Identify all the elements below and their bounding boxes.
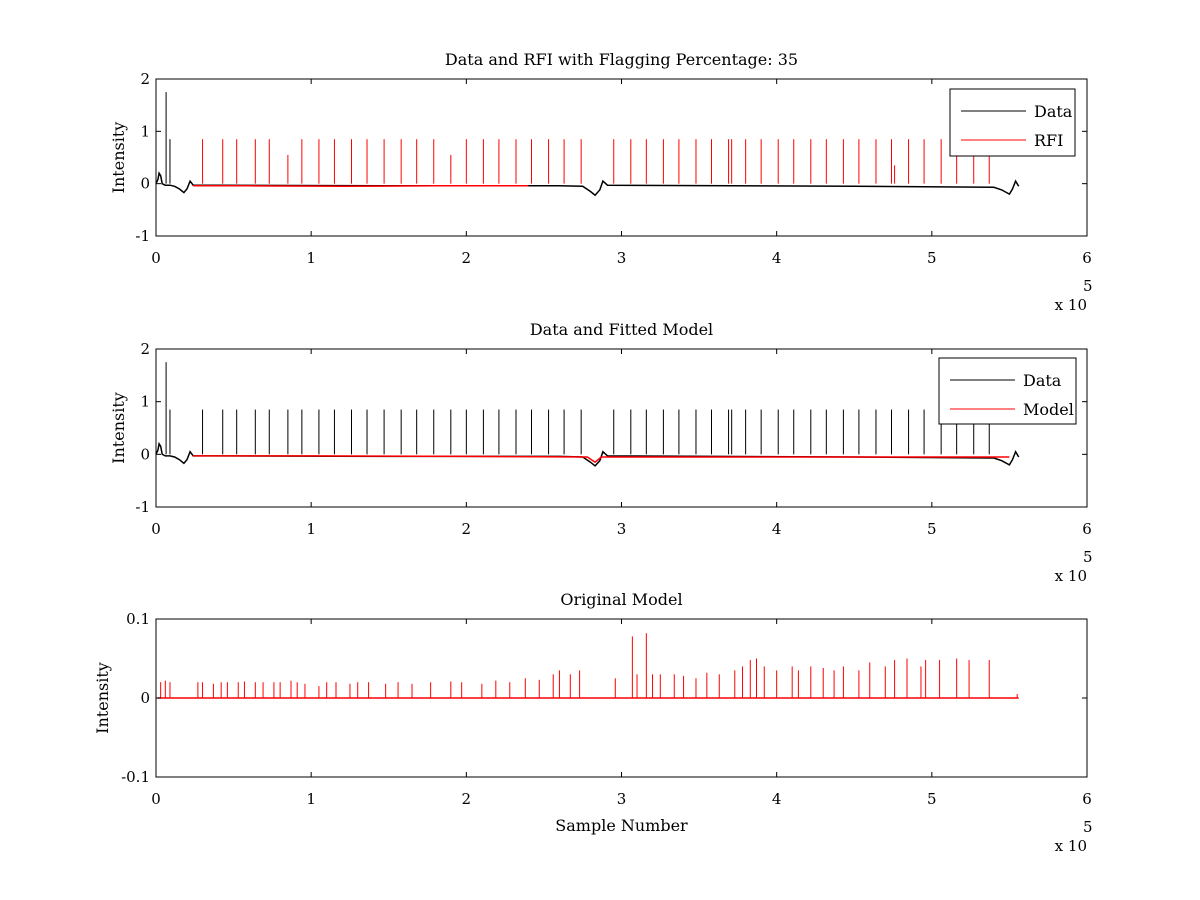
x-tick-label: 1: [306, 790, 316, 808]
y-tick-label: 0: [140, 445, 150, 463]
x-tick-label: 6: [1082, 249, 1092, 267]
y-tick-label: 2: [140, 340, 150, 358]
y-tick-label: -1: [135, 227, 150, 245]
series-model-line: [157, 633, 1019, 699]
y-tick-label: 2: [140, 70, 150, 88]
legend-entry: Data: [1023, 371, 1062, 390]
x-tick-label: 0: [151, 249, 161, 267]
x-tick-label: 3: [617, 520, 627, 538]
x-tick-label: 6: [1082, 520, 1092, 538]
legend-entry: Data: [1034, 102, 1073, 121]
y-tick-label: 0: [140, 689, 150, 707]
legend: Data RFI: [949, 88, 1076, 157]
x-tick-label: 0: [151, 520, 161, 538]
x-multiplier-label: x 10: [1055, 837, 1087, 855]
legend-box: [938, 357, 1077, 425]
x-tick-label: 4: [772, 249, 782, 267]
x-tick-label: 4: [772, 520, 782, 538]
x-tick-label: 0: [151, 790, 161, 808]
x-tick-label: 3: [617, 790, 627, 808]
y-tick-label: 1: [140, 122, 150, 140]
y-tick-label: -0.1: [121, 768, 150, 786]
chart-title: Data and RFI with Flagging Percentage: 3…: [445, 50, 798, 69]
chart-title: Original Model: [560, 590, 682, 609]
x-tick-label: 5: [927, 249, 937, 267]
series-line: [193, 185, 529, 188]
x-tick-label: 2: [462, 249, 472, 267]
x-multiplier-exponent: 5: [1083, 548, 1093, 566]
y-tick-label: 0: [140, 175, 150, 193]
x-tick-label: 2: [462, 790, 472, 808]
x-tick-label: 5: [927, 520, 937, 538]
x-multiplier-exponent: 5: [1083, 277, 1093, 295]
legend-entry: RFI: [1034, 131, 1063, 150]
legend-box: [949, 88, 1076, 157]
x-axis-label: Sample Number: [555, 816, 688, 835]
series-line: [193, 455, 1010, 464]
legend-entry: Model: [1023, 400, 1074, 419]
y-axis-label: Intensity: [109, 122, 128, 194]
plot-area: [155, 78, 1088, 237]
x-tick-label: 4: [772, 790, 782, 808]
y-tick-label: -1: [135, 498, 150, 516]
y-tick-label: 0.1: [126, 610, 150, 628]
chart-title: Data and Fitted Model: [530, 320, 713, 339]
series-model: [193, 455, 1010, 464]
legend: Data Model: [938, 357, 1077, 425]
x-multiplier-exponent: 5: [1083, 818, 1093, 836]
x-tick-label: 6: [1082, 790, 1092, 808]
plot-area: [155, 348, 1088, 508]
y-tick-label: 1: [140, 393, 150, 411]
x-tick-label: 3: [617, 249, 627, 267]
x-multiplier-label: x 10: [1055, 567, 1087, 585]
x-tick-label: 1: [306, 520, 316, 538]
x-multiplier-label: x 10: [1055, 296, 1087, 314]
x-tick-label: 5: [927, 790, 937, 808]
y-axis-label: Intensity: [109, 392, 128, 464]
y-axis-label: Intensity: [93, 662, 112, 734]
x-tick-label: 2: [462, 520, 472, 538]
x-tick-label: 1: [306, 249, 316, 267]
